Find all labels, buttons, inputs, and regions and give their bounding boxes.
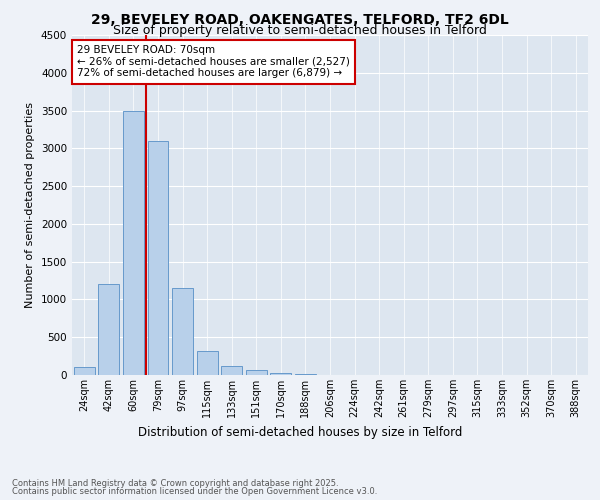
Bar	[295, 374, 316, 375]
Text: Contains HM Land Registry data © Crown copyright and database right 2025.: Contains HM Land Registry data © Crown c…	[12, 478, 338, 488]
Bar	[197, 351, 218, 375]
Text: Distribution of semi-detached houses by size in Telford: Distribution of semi-detached houses by …	[138, 426, 462, 439]
Bar	[221, 366, 242, 375]
Bar	[271, 372, 292, 375]
Text: 29 BEVELEY ROAD: 70sqm
← 26% of semi-detached houses are smaller (2,527)
72% of : 29 BEVELEY ROAD: 70sqm ← 26% of semi-det…	[77, 45, 350, 78]
Bar	[246, 370, 267, 375]
Text: Size of property relative to semi-detached houses in Telford: Size of property relative to semi-detach…	[113, 24, 487, 37]
Text: 29, BEVELEY ROAD, OAKENGATES, TELFORD, TF2 6DL: 29, BEVELEY ROAD, OAKENGATES, TELFORD, T…	[91, 12, 509, 26]
Bar	[74, 368, 95, 375]
Bar	[172, 288, 193, 375]
Bar	[148, 141, 169, 375]
Text: Contains public sector information licensed under the Open Government Licence v3: Contains public sector information licen…	[12, 487, 377, 496]
Bar	[123, 110, 144, 375]
Y-axis label: Number of semi-detached properties: Number of semi-detached properties	[25, 102, 35, 308]
Bar	[98, 284, 119, 375]
